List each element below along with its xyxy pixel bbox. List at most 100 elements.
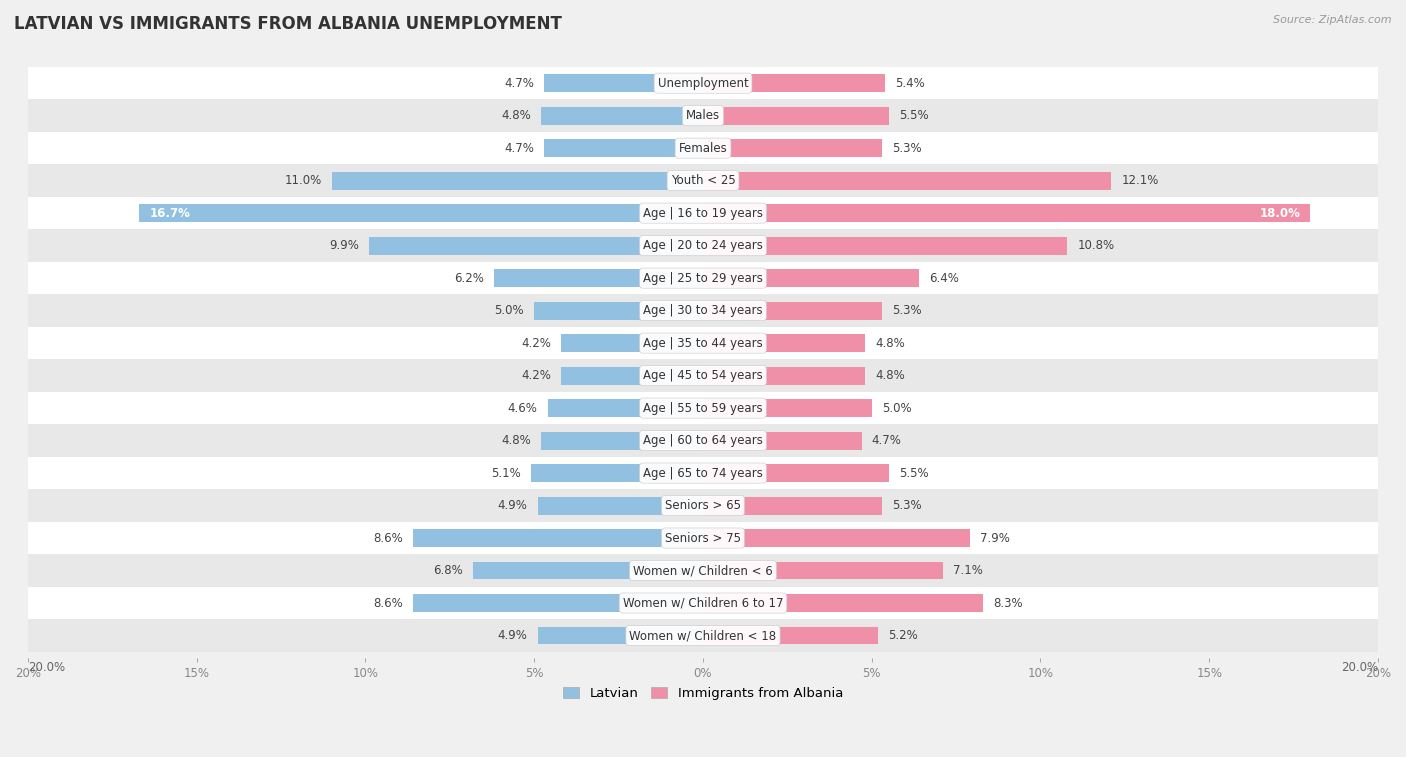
Bar: [703, 431, 862, 450]
Text: 7.1%: 7.1%: [953, 564, 983, 577]
Text: Age | 45 to 54 years: Age | 45 to 54 years: [643, 369, 763, 382]
Text: 5.0%: 5.0%: [495, 304, 524, 317]
Text: 5.1%: 5.1%: [491, 466, 520, 480]
Bar: [703, 627, 879, 644]
Text: Females: Females: [679, 142, 727, 154]
Text: 4.9%: 4.9%: [498, 499, 527, 512]
Bar: [703, 107, 889, 125]
Bar: [28, 164, 1378, 197]
Text: 6.2%: 6.2%: [454, 272, 484, 285]
Text: 4.9%: 4.9%: [498, 629, 527, 642]
Text: 5.3%: 5.3%: [891, 304, 921, 317]
Bar: [28, 619, 1378, 652]
Bar: [28, 425, 1378, 456]
Text: Seniors > 75: Seniors > 75: [665, 531, 741, 544]
Bar: [531, 464, 703, 482]
Text: Women w/ Children < 18: Women w/ Children < 18: [630, 629, 776, 642]
Text: 8.6%: 8.6%: [373, 597, 402, 609]
Text: 8.3%: 8.3%: [993, 597, 1024, 609]
Bar: [28, 132, 1378, 164]
Bar: [703, 562, 942, 580]
Bar: [28, 262, 1378, 294]
Bar: [544, 139, 703, 157]
Text: 5.3%: 5.3%: [891, 142, 921, 154]
Bar: [28, 294, 1378, 327]
Text: 4.8%: 4.8%: [875, 337, 905, 350]
Text: 8.6%: 8.6%: [373, 531, 402, 544]
Text: Age | 20 to 24 years: Age | 20 to 24 years: [643, 239, 763, 252]
Text: Women w/ Children 6 to 17: Women w/ Children 6 to 17: [623, 597, 783, 609]
Text: Age | 35 to 44 years: Age | 35 to 44 years: [643, 337, 763, 350]
Bar: [703, 497, 882, 515]
Text: Source: ZipAtlas.com: Source: ZipAtlas.com: [1274, 15, 1392, 25]
Bar: [28, 392, 1378, 425]
Text: Age | 30 to 34 years: Age | 30 to 34 years: [643, 304, 763, 317]
Text: 7.9%: 7.9%: [980, 531, 1010, 544]
Text: 6.4%: 6.4%: [929, 272, 959, 285]
Bar: [28, 67, 1378, 99]
Text: 4.8%: 4.8%: [501, 434, 531, 447]
Text: 4.7%: 4.7%: [505, 76, 534, 89]
Bar: [537, 497, 703, 515]
Bar: [561, 334, 703, 352]
Text: 4.6%: 4.6%: [508, 402, 537, 415]
Text: Age | 65 to 74 years: Age | 65 to 74 years: [643, 466, 763, 480]
Text: LATVIAN VS IMMIGRANTS FROM ALBANIA UNEMPLOYMENT: LATVIAN VS IMMIGRANTS FROM ALBANIA UNEMP…: [14, 15, 562, 33]
Text: 4.7%: 4.7%: [872, 434, 901, 447]
Text: Women w/ Children < 6: Women w/ Children < 6: [633, 564, 773, 577]
Bar: [413, 594, 703, 612]
Text: Age | 60 to 64 years: Age | 60 to 64 years: [643, 434, 763, 447]
Text: 5.4%: 5.4%: [896, 76, 925, 89]
Bar: [28, 99, 1378, 132]
Bar: [703, 237, 1067, 254]
Text: 16.7%: 16.7%: [149, 207, 190, 220]
Text: 10.8%: 10.8%: [1077, 239, 1115, 252]
Bar: [541, 431, 703, 450]
Text: 20.0%: 20.0%: [28, 661, 65, 674]
Bar: [28, 587, 1378, 619]
Text: 4.2%: 4.2%: [522, 337, 551, 350]
Text: 11.0%: 11.0%: [284, 174, 322, 187]
Bar: [534, 302, 703, 319]
Text: 5.5%: 5.5%: [898, 466, 928, 480]
Text: Age | 25 to 29 years: Age | 25 to 29 years: [643, 272, 763, 285]
Bar: [413, 529, 703, 547]
Bar: [139, 204, 703, 222]
Bar: [561, 366, 703, 385]
Text: Males: Males: [686, 109, 720, 122]
Bar: [28, 522, 1378, 554]
Bar: [28, 197, 1378, 229]
Text: 12.1%: 12.1%: [1122, 174, 1159, 187]
Bar: [28, 554, 1378, 587]
Bar: [703, 269, 920, 287]
Bar: [703, 334, 865, 352]
Bar: [703, 529, 970, 547]
Bar: [28, 489, 1378, 522]
Bar: [548, 399, 703, 417]
Text: 5.5%: 5.5%: [898, 109, 928, 122]
Bar: [703, 204, 1310, 222]
Legend: Latvian, Immigrants from Albania: Latvian, Immigrants from Albania: [558, 682, 848, 706]
Bar: [703, 139, 882, 157]
Text: 5.2%: 5.2%: [889, 629, 918, 642]
Text: 9.9%: 9.9%: [329, 239, 359, 252]
Bar: [28, 456, 1378, 489]
Bar: [703, 172, 1111, 189]
Bar: [474, 562, 703, 580]
Bar: [703, 399, 872, 417]
Bar: [703, 302, 882, 319]
Bar: [703, 74, 886, 92]
Text: 4.2%: 4.2%: [522, 369, 551, 382]
Bar: [703, 366, 865, 385]
Bar: [541, 107, 703, 125]
Bar: [28, 327, 1378, 360]
Text: 4.8%: 4.8%: [875, 369, 905, 382]
Bar: [28, 360, 1378, 392]
Text: Unemployment: Unemployment: [658, 76, 748, 89]
Bar: [537, 627, 703, 644]
Text: Age | 55 to 59 years: Age | 55 to 59 years: [643, 402, 763, 415]
Text: 18.0%: 18.0%: [1260, 207, 1301, 220]
Text: Youth < 25: Youth < 25: [671, 174, 735, 187]
Text: 5.0%: 5.0%: [882, 402, 911, 415]
Bar: [494, 269, 703, 287]
